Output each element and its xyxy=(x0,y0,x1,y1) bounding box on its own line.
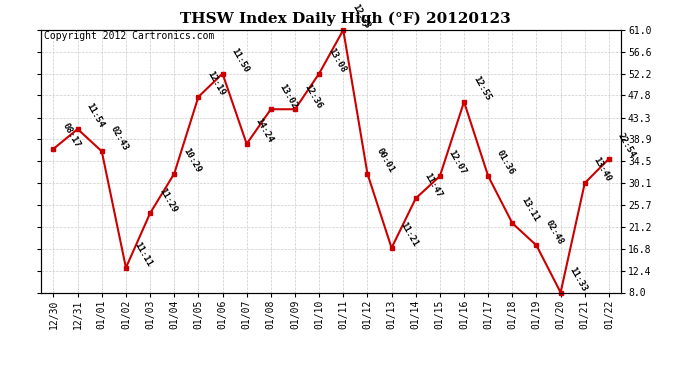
Text: 22:54: 22:54 xyxy=(616,132,637,159)
Text: 12:19: 12:19 xyxy=(206,70,226,98)
Text: Copyright 2012 Cartronics.com: Copyright 2012 Cartronics.com xyxy=(44,32,215,41)
Text: 11:21: 11:21 xyxy=(399,221,420,249)
Text: 12:55: 12:55 xyxy=(471,75,492,102)
Text: 08:17: 08:17 xyxy=(61,122,81,150)
Text: 13:11: 13:11 xyxy=(520,196,540,224)
Text: 00:01: 00:01 xyxy=(375,147,395,174)
Text: 11:47: 11:47 xyxy=(423,171,444,199)
Text: 11:29: 11:29 xyxy=(157,186,178,214)
Text: 11:54: 11:54 xyxy=(85,102,106,130)
Text: 13:40: 13:40 xyxy=(592,156,613,184)
Text: 10:29: 10:29 xyxy=(181,147,202,174)
Text: 12:36: 12:36 xyxy=(302,82,323,110)
Text: 02:43: 02:43 xyxy=(109,124,130,152)
Text: THSW Index Daily High (°F) 20120123: THSW Index Daily High (°F) 20120123 xyxy=(179,11,511,26)
Text: 13:02: 13:02 xyxy=(278,82,299,110)
Text: 01:36: 01:36 xyxy=(495,149,516,177)
Text: 14:24: 14:24 xyxy=(254,117,275,144)
Text: 11:50: 11:50 xyxy=(230,46,250,74)
Text: 12:07: 12:07 xyxy=(447,149,468,177)
Text: 11:33: 11:33 xyxy=(568,266,589,293)
Text: 02:48: 02:48 xyxy=(544,218,564,246)
Text: 13:08: 13:08 xyxy=(326,46,347,74)
Text: 12:33: 12:33 xyxy=(351,3,371,31)
Text: 11:11: 11:11 xyxy=(133,241,154,268)
